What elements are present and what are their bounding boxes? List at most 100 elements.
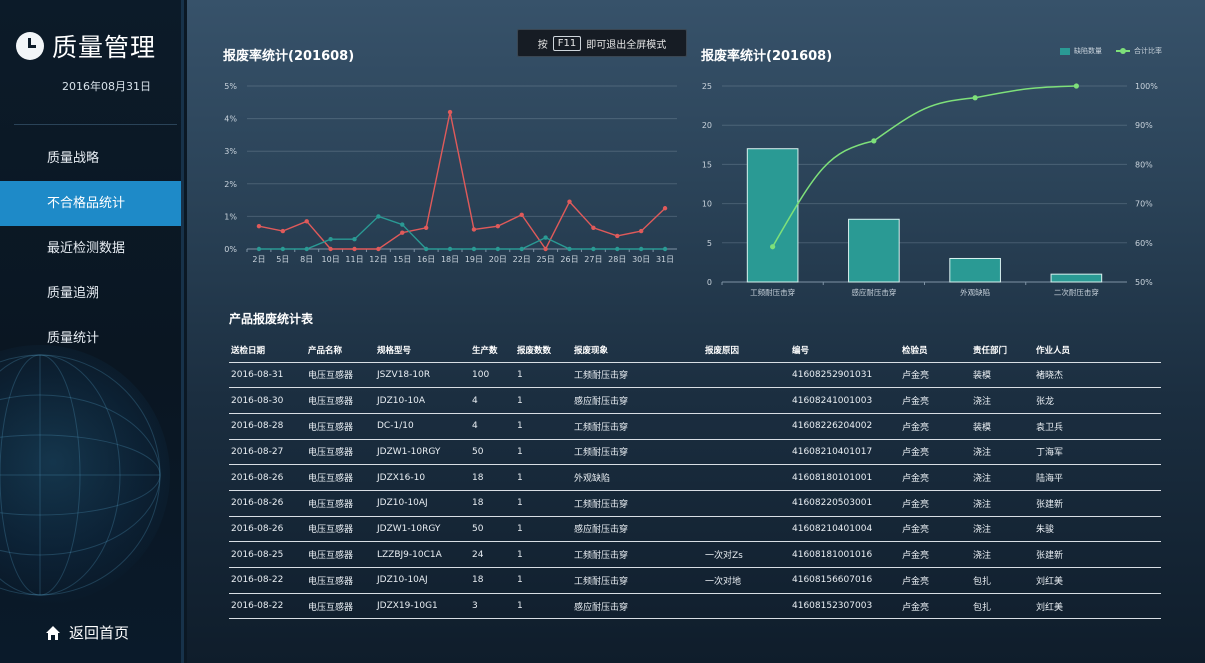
table-cell: 41608181001016 bbox=[790, 541, 900, 568]
table-cell: 陆海平 bbox=[1034, 464, 1161, 491]
home-label: 返回首页 bbox=[69, 624, 130, 642]
table-cell: 1 bbox=[515, 567, 572, 594]
line-chart-y-tick-label: 1% bbox=[224, 212, 237, 221]
table-cell: 浇注 bbox=[971, 490, 1034, 517]
line-series-0-point bbox=[662, 206, 668, 211]
app-title: 质量管理 bbox=[52, 33, 157, 62]
table-cell: 41608241001003 bbox=[790, 387, 900, 414]
bar-chart-y2-tick-label: 100% bbox=[1135, 82, 1158, 91]
table-cell: 卢金亮 bbox=[900, 541, 971, 568]
globe-decoration bbox=[0, 345, 170, 605]
table-cell: JDZ10-10AJ bbox=[375, 567, 470, 594]
line-series-1-point bbox=[662, 246, 668, 252]
bar-chart-y-tick-label: 10 bbox=[702, 200, 712, 209]
line-chart-x-tick-label: 20日 bbox=[489, 255, 507, 264]
line-series-0-point bbox=[447, 109, 453, 115]
line-series-1-point bbox=[328, 237, 333, 242]
line-series-1-point bbox=[447, 246, 453, 252]
table-header-cell: 检验员 bbox=[900, 338, 971, 363]
table-header-cell: 作业人员 bbox=[1034, 338, 1161, 363]
line-chart-x-tick-label: 31日 bbox=[656, 255, 674, 264]
table-cell: 1 bbox=[515, 516, 572, 543]
table-cell: 一次对Zs bbox=[703, 541, 790, 568]
sidebar-item-quality-trace[interactable]: 质量追溯 bbox=[47, 286, 100, 301]
table-cell: 刘红美 bbox=[1034, 593, 1161, 620]
home-button[interactable]: 返回首页 bbox=[45, 622, 129, 643]
sidebar-nav: 质量战略 不合格品统计 最近检测数据 质量追溯 质量统计 bbox=[0, 136, 181, 361]
line-series-1-point bbox=[400, 222, 405, 227]
sidebar-divider bbox=[14, 124, 177, 125]
bar-chart-y-tick-label: 15 bbox=[702, 160, 712, 169]
table-cell: 3 bbox=[470, 593, 515, 620]
line-series-0-point bbox=[567, 199, 572, 204]
table-cell: 1 bbox=[515, 464, 572, 491]
fullscreen-hint: 按 F11 即可退出全屏模式 bbox=[517, 29, 687, 57]
table-cell: 张建新 bbox=[1034, 490, 1161, 517]
bar-chart-y-tick-label: 25 bbox=[702, 82, 712, 91]
table-header-cell: 报废原因 bbox=[703, 338, 790, 363]
table-cell: 卢金亮 bbox=[900, 516, 971, 543]
table-cell: 卢金亮 bbox=[900, 413, 971, 440]
table-cell: 18 bbox=[470, 490, 515, 517]
brand: 质量管理 bbox=[16, 28, 156, 64]
table-cell: 电压互感器 bbox=[306, 439, 375, 466]
line-chart-x-tick-label: 10日 bbox=[322, 255, 340, 264]
line-series-0-point bbox=[615, 233, 620, 239]
line-chart-y-tick-label: 4% bbox=[224, 115, 237, 124]
table-cell: 装模 bbox=[971, 362, 1034, 389]
sidebar-item-quality-stats[interactable]: 质量统计 bbox=[47, 331, 100, 346]
line-chart-y-tick-label: 0% bbox=[224, 245, 237, 254]
table-cell: 朱骏 bbox=[1034, 516, 1161, 543]
table-cell bbox=[703, 490, 790, 517]
table-cell: 卢金亮 bbox=[900, 387, 971, 414]
table-header-cell: 产品名称 bbox=[306, 338, 375, 363]
hint-prefix: 按 bbox=[537, 39, 548, 51]
line-chart-x-tick-label: 2日 bbox=[252, 255, 265, 264]
table-cell: 41608180101001 bbox=[790, 464, 900, 491]
table-header-row: 送检日期 产品名称 规格型号 生产数 报废数数 报废现象 报废原因 编号 检验员 责任部门 作业人员 bbox=[229, 338, 1161, 363]
table-row: 2016-08-30 电压互感器 JDZ10-10A 4 1 感应耐压击穿 41608241… bbox=[229, 387, 1161, 414]
table-header-cell: 责任部门 bbox=[971, 338, 1034, 363]
table-cell: 2016-08-27 bbox=[229, 439, 306, 466]
table-cell: 工频耐压击穿 bbox=[572, 362, 703, 389]
table-header-cell: 编号 bbox=[790, 338, 900, 363]
table-cell: 卢金亮 bbox=[900, 593, 971, 620]
sidebar-item-recent-inspection[interactable]: 最近检测数据 bbox=[47, 241, 126, 256]
bar-chart-y2-tick-label: 90% bbox=[1135, 121, 1153, 130]
table-cell: 刘红美 bbox=[1034, 567, 1161, 594]
table-cell bbox=[703, 362, 790, 389]
line-chart-x-tick-label: 27日 bbox=[584, 255, 602, 264]
table-cell: 包扎 bbox=[971, 567, 1034, 594]
line-series-1-point bbox=[256, 246, 262, 252]
bar-chart-x-tick-label: 感应耐压击穿 bbox=[851, 287, 896, 297]
table-cell: 1 bbox=[515, 439, 572, 466]
line-chart-x-tick-label: 16日 bbox=[417, 255, 435, 264]
table-cell: JDZ10-10A bbox=[375, 387, 470, 414]
table-cell: 袁卫兵 bbox=[1034, 413, 1161, 440]
table-cell: 1 bbox=[515, 413, 572, 440]
table-header-cell: 送检日期 bbox=[229, 338, 306, 363]
line-series-0-point bbox=[591, 225, 596, 231]
table-row: 2016-08-26 电压互感器 JDZW1-10RGY 50 1 感应耐压击穿 41608… bbox=[229, 516, 1161, 543]
legend-line-swatch bbox=[1116, 48, 1130, 54]
sidebar-item-quality-strategy[interactable]: 质量战略 bbox=[47, 151, 100, 166]
defect-bar bbox=[746, 148, 799, 283]
table-row: 2016-08-31 电压互感器 JSZV18-10R 100 1 工频耐压击穿 41608… bbox=[229, 362, 1161, 389]
line-series-0-point bbox=[471, 227, 477, 232]
bar-chart-y-tick-label: 5 bbox=[707, 239, 712, 248]
table-cell: 工频耐压击穿 bbox=[572, 439, 703, 466]
line-series-0-point bbox=[376, 246, 381, 252]
table-row: 2016-08-26 电压互感器 JDZ10-10AJ 18 1 工频耐压击穿 416082… bbox=[229, 490, 1161, 517]
bar-chart-y2-tick-label: 70% bbox=[1135, 200, 1153, 209]
table-cell: 2016-08-26 bbox=[229, 464, 306, 491]
table-cell: 50 bbox=[470, 439, 515, 466]
table-header-cell: 报废数数 bbox=[515, 338, 572, 363]
line-series-0-point bbox=[352, 246, 357, 252]
table-cell: 卢金亮 bbox=[900, 567, 971, 594]
line-series-1-point bbox=[304, 246, 309, 252]
sidebar-item-defect-statistics[interactable]: 不合格品统计 bbox=[0, 181, 181, 226]
table-cell: 4 bbox=[470, 387, 515, 414]
table-cell: JDZW1-10RGY bbox=[375, 516, 470, 543]
table-cell: 100 bbox=[470, 362, 515, 389]
line-series-1-point bbox=[543, 235, 548, 240]
